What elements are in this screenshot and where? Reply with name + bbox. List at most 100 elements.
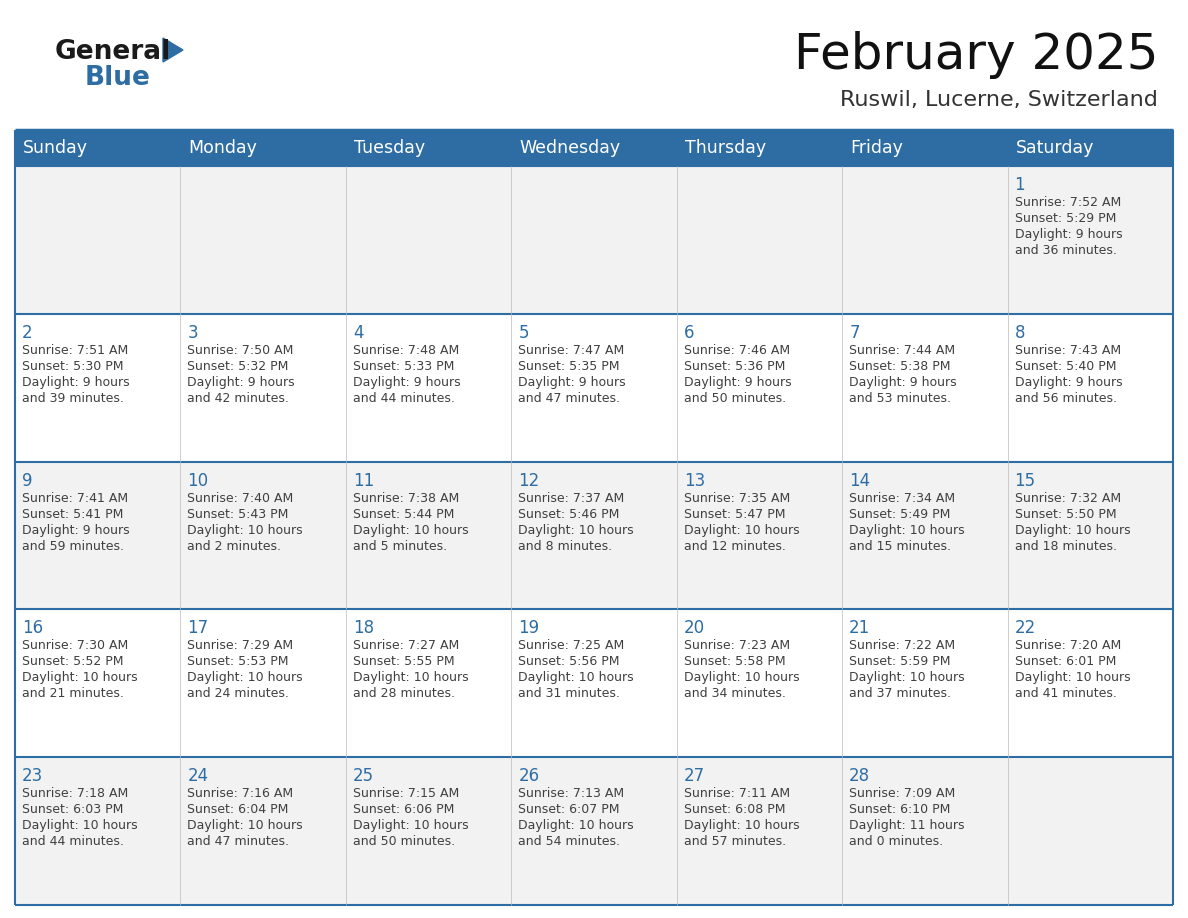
Text: Sunrise: 7:51 AM: Sunrise: 7:51 AM — [23, 344, 128, 357]
Text: and 18 minutes.: and 18 minutes. — [1015, 540, 1117, 553]
Bar — [346, 757, 511, 905]
Text: and 21 minutes.: and 21 minutes. — [23, 688, 124, 700]
Text: Sunrise: 7:27 AM: Sunrise: 7:27 AM — [353, 640, 459, 653]
Text: Daylight: 10 hours: Daylight: 10 hours — [353, 819, 468, 833]
Bar — [842, 314, 1007, 462]
Text: Sunset: 6:08 PM: Sunset: 6:08 PM — [684, 803, 785, 816]
Bar — [1007, 166, 1173, 314]
Text: Sunset: 5:30 PM: Sunset: 5:30 PM — [23, 360, 124, 373]
Text: Daylight: 9 hours: Daylight: 9 hours — [1015, 228, 1123, 241]
Text: Daylight: 9 hours: Daylight: 9 hours — [23, 523, 129, 537]
Bar — [181, 166, 346, 314]
Text: and 34 minutes.: and 34 minutes. — [684, 688, 785, 700]
Text: 12: 12 — [518, 472, 539, 489]
Text: and 44 minutes.: and 44 minutes. — [353, 392, 455, 405]
Text: Daylight: 9 hours: Daylight: 9 hours — [23, 375, 129, 389]
Text: Daylight: 10 hours: Daylight: 10 hours — [684, 671, 800, 685]
Text: and 50 minutes.: and 50 minutes. — [684, 392, 785, 405]
Text: and 44 minutes.: and 44 minutes. — [23, 835, 124, 848]
Text: Friday: Friday — [851, 139, 903, 157]
Text: Daylight: 10 hours: Daylight: 10 hours — [1015, 671, 1130, 685]
Text: 18: 18 — [353, 620, 374, 637]
Text: Sunset: 5:50 PM: Sunset: 5:50 PM — [1015, 508, 1117, 521]
Text: 26: 26 — [518, 767, 539, 785]
Text: 1: 1 — [1015, 176, 1025, 194]
Text: Sunrise: 7:48 AM: Sunrise: 7:48 AM — [353, 344, 459, 357]
Text: Sunrise: 7:40 AM: Sunrise: 7:40 AM — [188, 492, 293, 505]
Text: 22: 22 — [1015, 620, 1036, 637]
Bar — [1007, 462, 1173, 610]
Text: and 41 minutes.: and 41 minutes. — [1015, 688, 1117, 700]
Text: 28: 28 — [849, 767, 871, 785]
Bar — [346, 462, 511, 610]
Text: 8: 8 — [1015, 324, 1025, 341]
Text: Daylight: 9 hours: Daylight: 9 hours — [684, 375, 791, 389]
Bar — [346, 130, 511, 166]
Text: and 31 minutes.: and 31 minutes. — [518, 688, 620, 700]
Text: Daylight: 11 hours: Daylight: 11 hours — [849, 819, 965, 833]
Text: 13: 13 — [684, 472, 704, 489]
Text: and 47 minutes.: and 47 minutes. — [188, 835, 290, 848]
Bar — [181, 462, 346, 610]
Text: Daylight: 10 hours: Daylight: 10 hours — [518, 819, 634, 833]
Text: and 24 minutes.: and 24 minutes. — [188, 688, 290, 700]
Bar — [677, 166, 842, 314]
Text: Sunrise: 7:46 AM: Sunrise: 7:46 AM — [684, 344, 790, 357]
Bar — [842, 130, 1007, 166]
Text: Daylight: 9 hours: Daylight: 9 hours — [353, 375, 461, 389]
Bar — [842, 462, 1007, 610]
Text: Daylight: 10 hours: Daylight: 10 hours — [849, 523, 965, 537]
Text: and 28 minutes.: and 28 minutes. — [353, 688, 455, 700]
Bar — [842, 610, 1007, 757]
Text: Sunset: 5:41 PM: Sunset: 5:41 PM — [23, 508, 124, 521]
Text: and 15 minutes.: and 15 minutes. — [849, 540, 952, 553]
Text: Sunrise: 7:16 AM: Sunrise: 7:16 AM — [188, 788, 293, 800]
Text: Daylight: 9 hours: Daylight: 9 hours — [188, 375, 295, 389]
Text: Sunset: 5:56 PM: Sunset: 5:56 PM — [518, 655, 620, 668]
Text: Wednesday: Wednesday — [519, 139, 620, 157]
Polygon shape — [163, 38, 183, 62]
Bar — [511, 166, 677, 314]
Bar — [15, 314, 181, 462]
Text: Daylight: 10 hours: Daylight: 10 hours — [684, 523, 800, 537]
Text: and 12 minutes.: and 12 minutes. — [684, 540, 785, 553]
Bar — [1007, 314, 1173, 462]
Text: Sunset: 6:10 PM: Sunset: 6:10 PM — [849, 803, 950, 816]
Bar — [842, 757, 1007, 905]
Bar — [181, 757, 346, 905]
Text: Daylight: 10 hours: Daylight: 10 hours — [188, 819, 303, 833]
Text: Sunrise: 7:43 AM: Sunrise: 7:43 AM — [1015, 344, 1120, 357]
Text: Sunset: 6:03 PM: Sunset: 6:03 PM — [23, 803, 124, 816]
Text: Sunrise: 7:50 AM: Sunrise: 7:50 AM — [188, 344, 293, 357]
Text: Ruswil, Lucerne, Switzerland: Ruswil, Lucerne, Switzerland — [840, 90, 1158, 110]
Text: Daylight: 9 hours: Daylight: 9 hours — [1015, 375, 1123, 389]
Text: Sunset: 5:40 PM: Sunset: 5:40 PM — [1015, 360, 1116, 373]
Bar — [346, 166, 511, 314]
Text: Sunset: 5:59 PM: Sunset: 5:59 PM — [849, 655, 950, 668]
Bar — [511, 757, 677, 905]
Text: Daylight: 9 hours: Daylight: 9 hours — [849, 375, 956, 389]
Text: Sunset: 5:49 PM: Sunset: 5:49 PM — [849, 508, 950, 521]
Text: Sunset: 6:07 PM: Sunset: 6:07 PM — [518, 803, 620, 816]
Text: Sunrise: 7:25 AM: Sunrise: 7:25 AM — [518, 640, 625, 653]
Text: 21: 21 — [849, 620, 871, 637]
Bar — [677, 610, 842, 757]
Text: Sunrise: 7:09 AM: Sunrise: 7:09 AM — [849, 788, 955, 800]
Text: and 36 minutes.: and 36 minutes. — [1015, 244, 1117, 257]
Bar — [511, 130, 677, 166]
Text: Sunset: 5:43 PM: Sunset: 5:43 PM — [188, 508, 289, 521]
Text: 24: 24 — [188, 767, 209, 785]
Bar — [677, 757, 842, 905]
Bar — [677, 462, 842, 610]
Text: Daylight: 10 hours: Daylight: 10 hours — [1015, 523, 1130, 537]
Text: 4: 4 — [353, 324, 364, 341]
Bar — [1007, 610, 1173, 757]
Text: and 39 minutes.: and 39 minutes. — [23, 392, 124, 405]
Text: Sunrise: 7:38 AM: Sunrise: 7:38 AM — [353, 492, 459, 505]
Text: Sunset: 6:01 PM: Sunset: 6:01 PM — [1015, 655, 1116, 668]
Text: 27: 27 — [684, 767, 704, 785]
Text: 2: 2 — [23, 324, 32, 341]
Text: Sunset: 5:53 PM: Sunset: 5:53 PM — [188, 655, 289, 668]
Text: Sunset: 5:52 PM: Sunset: 5:52 PM — [23, 655, 124, 668]
Text: Daylight: 10 hours: Daylight: 10 hours — [353, 671, 468, 685]
